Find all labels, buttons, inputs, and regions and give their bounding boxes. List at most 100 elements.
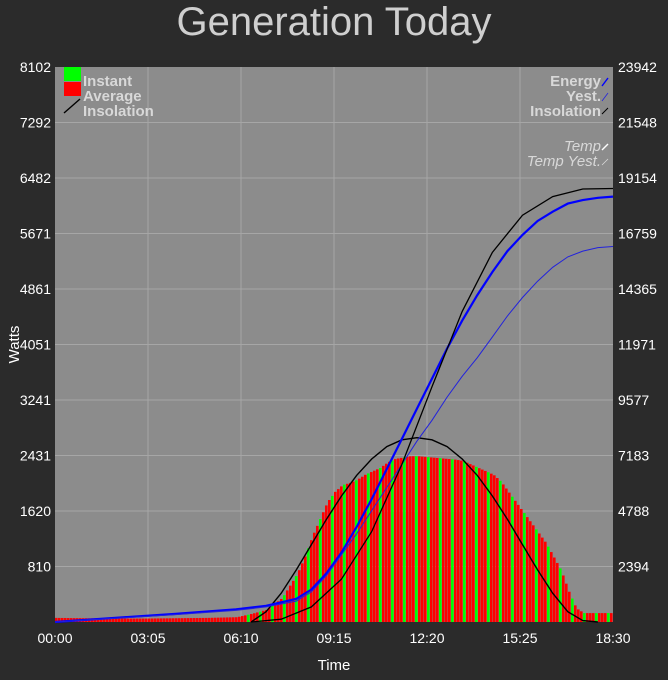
bar [235, 617, 238, 622]
bar [391, 460, 394, 622]
bar [247, 614, 250, 622]
bar [460, 460, 463, 622]
bar [100, 618, 103, 622]
bar [436, 457, 439, 622]
x-axis-title: Time [318, 657, 351, 674]
insolation-energy-line [251, 187, 614, 623]
legend-right: Energy Yest. Insolation Temp Temp Yest. [527, 73, 609, 170]
bar [241, 616, 244, 622]
bar [181, 618, 184, 622]
bar [484, 470, 487, 622]
bar [250, 614, 253, 622]
bar [127, 618, 130, 622]
y-left-tick-label: 3241 [20, 392, 51, 408]
bar [376, 469, 379, 622]
y-right-tick-label: 21548 [618, 115, 657, 131]
bar [211, 617, 214, 622]
bar [196, 618, 199, 622]
y-left-tick-label: 1620 [20, 503, 51, 519]
legend-label-insolation-energy: Insolation [530, 103, 601, 120]
bar [475, 466, 478, 622]
bar [316, 525, 319, 622]
bar [301, 563, 304, 622]
bar [442, 458, 445, 622]
y-left-tick-label: 4861 [20, 281, 51, 297]
bar [238, 616, 241, 622]
bar [523, 513, 526, 622]
bar [379, 467, 382, 622]
bar [160, 618, 163, 622]
bar [595, 613, 598, 622]
bar [271, 605, 274, 622]
bar [274, 603, 277, 622]
bar [532, 525, 535, 622]
bar [265, 609, 268, 622]
bar [388, 461, 391, 622]
bar [400, 457, 403, 622]
bar [349, 482, 352, 622]
chart-title: Generation Today [176, 0, 492, 44]
bar [121, 618, 124, 622]
bar [232, 617, 235, 622]
bar [571, 598, 574, 622]
bar [109, 618, 112, 622]
legend-swatch-insolation [63, 98, 81, 114]
bar [490, 473, 493, 622]
bar [481, 469, 484, 622]
y-right-tick-label: 4788 [618, 503, 649, 519]
bar [286, 590, 289, 622]
bar [346, 483, 349, 622]
bar [145, 618, 148, 622]
y-left-tick-label: 2431 [20, 448, 51, 464]
bar [322, 512, 325, 622]
y-right-tick-label: 23942 [618, 59, 657, 75]
bar [421, 456, 424, 622]
bar [226, 617, 229, 622]
bar [430, 457, 433, 622]
bar [118, 618, 121, 622]
bar [283, 595, 286, 622]
bar [172, 618, 175, 622]
bar [445, 458, 448, 622]
bar [202, 617, 205, 622]
bar [586, 613, 589, 622]
legend-label-instant: Instant [83, 73, 132, 90]
bar [487, 472, 490, 622]
bar [451, 459, 454, 622]
y-left-tick-label: 7292 [20, 115, 51, 131]
bar [61, 617, 64, 622]
bar [169, 618, 172, 622]
bar [403, 457, 406, 622]
bar [364, 474, 367, 622]
bar [601, 613, 604, 622]
bar [370, 472, 373, 622]
bar [334, 491, 337, 622]
bar [427, 457, 430, 622]
bar [106, 618, 109, 622]
bar [541, 537, 544, 622]
bar [547, 546, 550, 622]
bar [343, 484, 346, 622]
bar [244, 615, 247, 622]
bar [466, 462, 469, 622]
bar [373, 470, 376, 622]
y-left-tick-label: 4051 [20, 337, 51, 353]
bar [415, 456, 418, 622]
bar [199, 617, 202, 622]
bar [493, 475, 496, 622]
bar [307, 548, 310, 622]
bar [412, 456, 415, 622]
bar [562, 575, 565, 622]
x-tick-label: 18:30 [595, 630, 630, 646]
bar [139, 618, 142, 622]
legend-swatch-temp [601, 143, 609, 151]
bar [355, 480, 358, 622]
insolation-line [250, 436, 598, 623]
bar [304, 556, 307, 622]
bar [223, 617, 226, 622]
bar [367, 473, 370, 622]
y-left-tick-label: 8102 [20, 59, 51, 75]
bar [592, 613, 595, 622]
bar [268, 608, 271, 622]
